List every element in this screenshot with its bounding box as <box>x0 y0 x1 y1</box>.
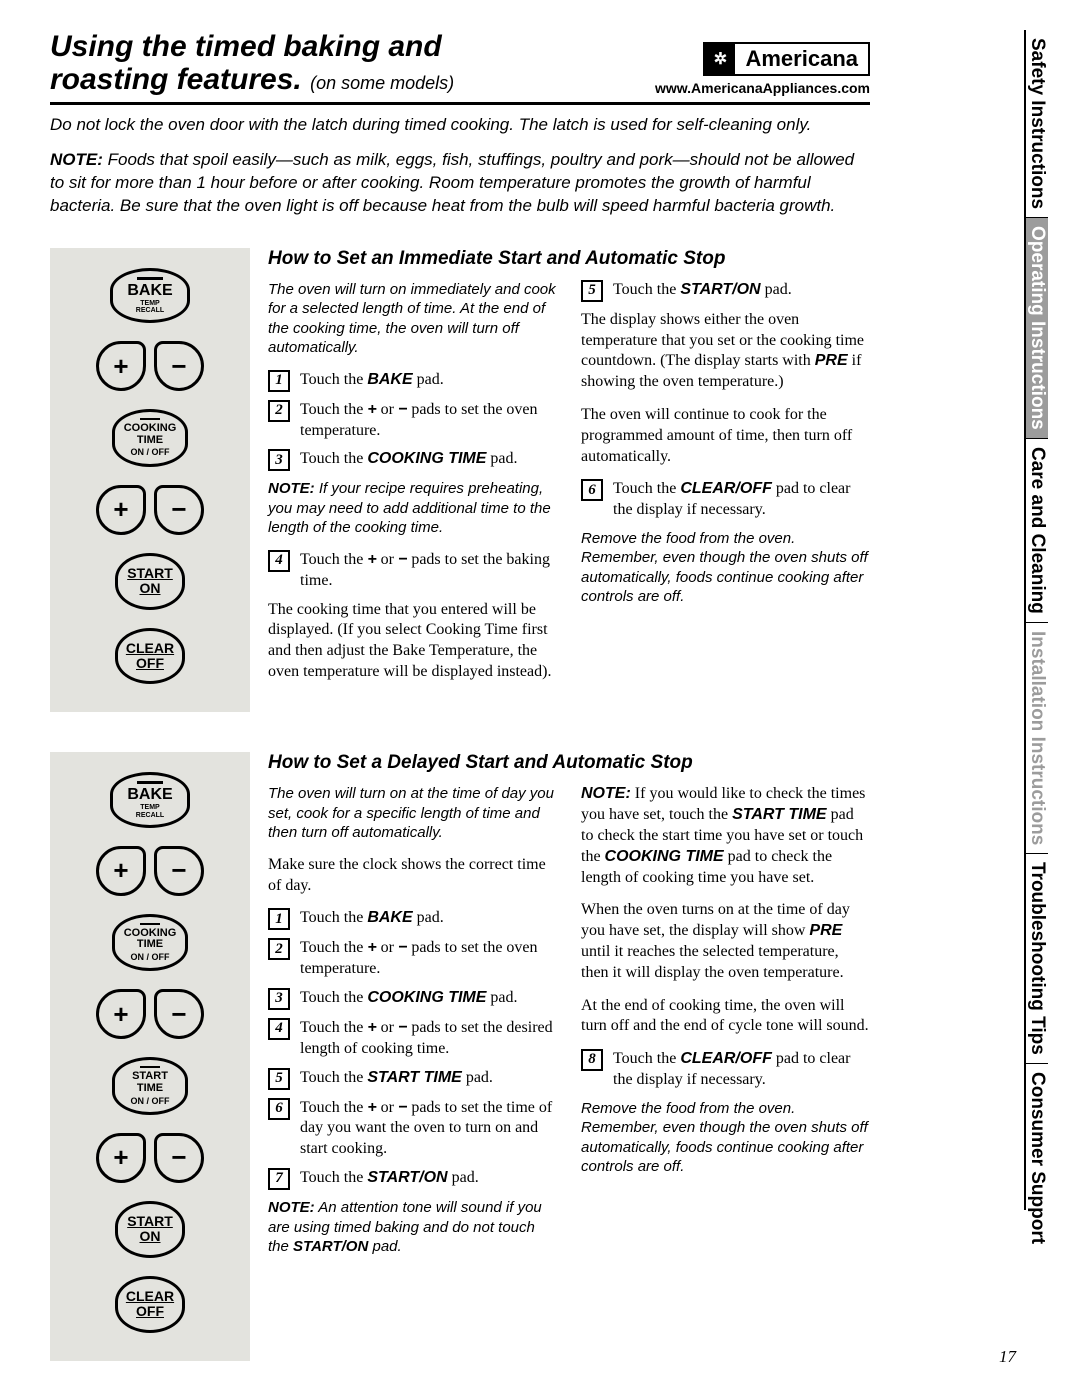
door-warning: Do not lock the oven door with the latch… <box>50 115 870 135</box>
step-number: 1 <box>268 370 290 392</box>
bake-pad: BAKE TEMP RECALL <box>110 772 190 827</box>
s2step5: Touch the START TIME pad. <box>300 1068 493 1090</box>
plus-pad: + <box>96 341 146 391</box>
plus-pad: + <box>96 989 146 1039</box>
section2-intro: The oven will turn on at the time of day… <box>268 784 557 843</box>
minus-pad: − <box>154 1133 204 1183</box>
s2step7: Touch the START/ON pad. <box>300 1168 479 1190</box>
brand-text: Americana <box>735 44 868 74</box>
clear-off-pad: CLEAROFF <box>115 628 185 685</box>
section2-title: How to Set a Delayed Start and Automatic… <box>268 752 870 774</box>
food-safety-note: NOTE: Foods that spoil easily—such as mi… <box>50 149 870 218</box>
cooking-time-pad: COOKING TIME ON / OFF <box>112 914 188 972</box>
step-number: 4 <box>268 550 290 572</box>
step-number: 6 <box>581 479 603 501</box>
section1-title: How to Set an Immediate Start and Automa… <box>268 248 870 270</box>
start-on-pad: STARTON <box>115 1201 185 1258</box>
clear-off-pad: CLEAROFF <box>115 1276 185 1333</box>
sidebar-tab[interactable]: Installation Instructions <box>1026 622 1048 853</box>
section1-par2: The display shows either the oven temper… <box>581 310 870 393</box>
step1: Touch the BAKE pad. <box>300 370 444 392</box>
section1-par1: The cooking time that you entered will b… <box>268 600 557 683</box>
minus-pad: − <box>154 485 204 535</box>
step-number: 3 <box>268 449 290 471</box>
s2step4: Touch the + or − pads to set the desired… <box>300 1018 557 1060</box>
bake-pad: BAKE TEMP RECALL <box>110 268 190 323</box>
plus-pad: + <box>96 485 146 535</box>
start-on-pad: STARTON <box>115 553 185 610</box>
section-delayed-start: BAKE TEMP RECALL + − COOKING TIME ON / O… <box>50 752 870 1360</box>
step5: Touch the START/ON pad. <box>613 280 792 302</box>
s2step8: Touch the CLEAR/OFF pad to clear the dis… <box>613 1049 870 1091</box>
sidebar-tab[interactable]: Care and Cleaning <box>1026 438 1048 622</box>
plus-pad: + <box>96 846 146 896</box>
s2step1: Touch the BAKE pad. <box>300 908 444 930</box>
minus-pad: − <box>154 846 204 896</box>
control-panel-2: BAKE TEMP RECALL + − COOKING TIME ON / O… <box>50 752 250 1360</box>
section-immediate-start: BAKE TEMP RECALL + − COOKING TIME ON / O… <box>50 248 870 713</box>
section1-note: NOTE: If your recipe requires preheating… <box>268 479 557 538</box>
brand-icon: ✲ <box>705 44 735 74</box>
step-number: 2 <box>268 400 290 422</box>
step6: Touch the CLEAR/OFF pad to clear the dis… <box>613 479 870 521</box>
cooking-time-pad: COOKING TIME ON / OFF <box>112 409 188 467</box>
control-panel-1: BAKE TEMP RECALL + − COOKING TIME ON / O… <box>50 248 250 713</box>
start-time-pad: START TIME ON / OFF <box>112 1057 188 1115</box>
title-line1: Using the timed baking and <box>50 30 442 63</box>
sidebar-tab[interactable]: Operating Instructions <box>1026 217 1048 438</box>
s2step2: Touch the + or − pads to set the oven te… <box>300 938 557 980</box>
sidebar-tab[interactable]: Troubleshooting Tips <box>1026 853 1048 1063</box>
s2step3: Touch the COOKING TIME pad. <box>300 988 518 1010</box>
brand-url: www.AmericanaAppliances.com <box>655 76 870 96</box>
step4: Touch the + or − pads to set the baking … <box>300 550 557 592</box>
section2-closing: Remove the food from the oven. Remember,… <box>581 1099 870 1177</box>
s2step6: Touch the + or − pads to set the time of… <box>300 1098 557 1160</box>
sidebar-tab[interactable]: Safety Instructions <box>1026 30 1048 217</box>
title-line2: roasting features. <box>50 63 302 96</box>
note-body: Foods that spoil easily—such as milk, eg… <box>50 150 854 215</box>
minus-pad: − <box>154 989 204 1039</box>
section1-closing: Remove the food from the oven. Remember,… <box>581 529 870 607</box>
brand-logo: ✲ Americana <box>703 42 870 76</box>
section2-clock: Make sure the clock shows the correct ti… <box>268 855 557 897</box>
step3: Touch the COOKING TIME pad. <box>300 449 518 471</box>
section2-rnote: NOTE: If you would like to check the tim… <box>581 784 870 888</box>
header: Using the timed baking and roasting feat… <box>50 30 870 105</box>
section1-intro: The oven will turn on immediately and co… <box>268 280 557 358</box>
title-sub: (on some models) <box>310 73 454 93</box>
step2: Touch the + or − pads to set the oven te… <box>300 400 557 442</box>
note-prefix: NOTE: <box>50 150 103 169</box>
page-number: 17 <box>999 1347 1016 1367</box>
section1-par3: The oven will continue to cook for the p… <box>581 405 870 467</box>
section2-par1: When the oven turns on at the time of da… <box>581 900 870 983</box>
sidebar-tab[interactable]: Consumer Support <box>1026 1063 1048 1252</box>
section-tabs-sidebar: Safety InstructionsOperating Instruction… <box>1024 30 1052 1210</box>
plus-pad: + <box>96 1133 146 1183</box>
section2-par2: At the end of cooking time, the oven wil… <box>581 996 870 1038</box>
step-number: 5 <box>581 280 603 302</box>
minus-pad: − <box>154 341 204 391</box>
page-title: Using the timed baking and roasting feat… <box>50 30 454 96</box>
section2-note: NOTE: An attention tone will sound if yo… <box>268 1198 557 1257</box>
